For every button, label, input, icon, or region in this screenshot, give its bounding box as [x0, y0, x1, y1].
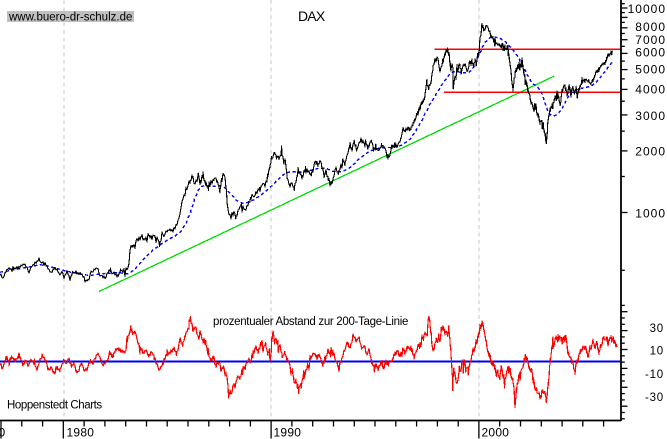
- svg-text:5000: 5000: [635, 63, 666, 77]
- svg-text:1980: 1980: [67, 426, 95, 439]
- svg-text:Hoppenstedt Charts: Hoppenstedt Charts: [7, 400, 102, 412]
- svg-text:1990: 1990: [274, 426, 302, 439]
- svg-text:7000: 7000: [635, 33, 666, 47]
- svg-text:4000: 4000: [635, 82, 666, 96]
- svg-text:-30: -30: [645, 392, 664, 404]
- svg-text:8000: 8000: [635, 20, 666, 34]
- svg-text:10000: 10000: [628, 2, 666, 16]
- svg-text:-10: -10: [645, 369, 664, 381]
- svg-text:6000: 6000: [635, 46, 666, 60]
- svg-text:2000: 2000: [635, 145, 666, 159]
- svg-text:2000: 2000: [482, 426, 510, 439]
- svg-text:30: 30: [650, 323, 664, 335]
- svg-text:3000: 3000: [635, 109, 666, 123]
- svg-text:www.buero-dr-schulz.de: www.buero-dr-schulz.de: [8, 12, 132, 24]
- svg-text:10: 10: [650, 345, 664, 357]
- svg-text:prozentualer Abstand zur 200-T: prozentualer Abstand zur 200-Tage-Linie: [213, 316, 408, 328]
- svg-text:1000: 1000: [635, 206, 666, 220]
- svg-text:1970: 1970: [0, 426, 6, 439]
- svg-text:DAX: DAX: [298, 8, 326, 24]
